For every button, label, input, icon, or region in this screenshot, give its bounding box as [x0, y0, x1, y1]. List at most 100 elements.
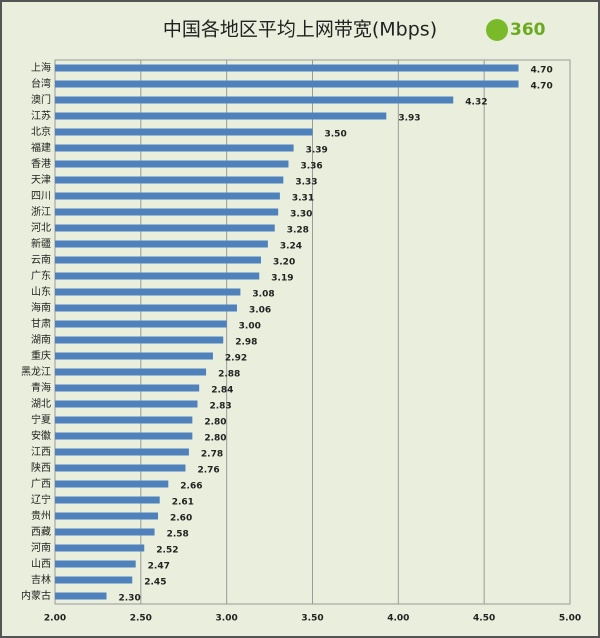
y-tick-label: 浙江	[31, 206, 51, 218]
y-tick-label: 辽宁	[31, 493, 51, 506]
y-tick-label: 四川	[31, 191, 51, 202]
bar	[55, 368, 207, 376]
y-tick-label: 云南	[31, 253, 51, 266]
y-tick-label: 黑龙江	[21, 365, 51, 378]
value-label: 2.47	[148, 562, 170, 572]
bar	[55, 208, 279, 216]
y-tick-label: 贵州	[31, 509, 51, 522]
value-label: 3.50	[325, 130, 347, 140]
value-label: 3.20	[273, 258, 295, 268]
value-label: 3.00	[239, 322, 261, 332]
value-label: 2.88	[218, 370, 240, 380]
bar	[55, 496, 160, 504]
x-tick-label: 5.00	[559, 614, 581, 624]
y-tick-label: 江西	[31, 446, 51, 458]
bar	[55, 128, 313, 136]
value-label: 2.92	[225, 354, 247, 364]
bar	[55, 112, 387, 120]
value-label: 2.58	[167, 530, 189, 540]
value-label: 3.24	[280, 242, 302, 252]
y-tick-label: 重庆	[31, 349, 51, 362]
x-tick-label: 4.00	[387, 614, 409, 624]
y-tick-label: 青海	[31, 381, 51, 394]
x-tick-label: 3.50	[301, 614, 323, 624]
bar	[55, 272, 260, 280]
bar	[55, 288, 241, 296]
bar	[55, 464, 186, 472]
y-tick-label: 山东	[31, 285, 51, 298]
y-tick-label: 河南	[31, 541, 51, 554]
y-tick-label: 福建	[31, 141, 51, 154]
y-tick-label: 西藏	[31, 526, 51, 538]
bar	[55, 560, 136, 568]
logo-icon	[486, 19, 508, 41]
value-label: 3.06	[249, 306, 271, 316]
chart-title: 中国各地区平均上网带宽(Mbps)	[163, 19, 437, 41]
value-label: 2.80	[204, 418, 226, 428]
bar	[55, 64, 519, 72]
value-label: 3.36	[300, 162, 322, 172]
value-label: 2.66	[180, 482, 202, 492]
bar	[55, 576, 133, 584]
value-label: 2.80	[204, 434, 226, 444]
value-label: 2.45	[144, 578, 166, 588]
value-label: 2.98	[235, 338, 257, 348]
bar	[55, 240, 268, 248]
y-tick-label: 陕西	[31, 461, 51, 474]
value-label: 4.70	[531, 66, 553, 76]
y-tick-label: 香港	[31, 158, 51, 170]
bar	[55, 448, 189, 456]
bar	[55, 160, 289, 168]
value-label: 3.39	[306, 146, 328, 156]
bar	[55, 336, 224, 344]
y-tick-label: 内蒙古	[21, 589, 51, 602]
bar	[55, 512, 158, 520]
y-tick-label: 上海	[31, 61, 51, 74]
bar	[55, 304, 237, 312]
value-label: 2.78	[201, 450, 223, 460]
value-label: 2.84	[211, 386, 233, 396]
value-label: 2.60	[170, 514, 192, 524]
y-tick-label: 澳门	[31, 93, 51, 106]
x-tick-label: 4.50	[473, 614, 495, 624]
y-tick-label: 天津	[31, 174, 51, 186]
value-label: 4.70	[531, 82, 553, 92]
y-tick-label: 吉林	[31, 573, 51, 586]
value-label: 3.30	[290, 210, 312, 220]
value-label: 3.08	[252, 290, 274, 300]
value-label: 2.83	[209, 402, 231, 412]
y-tick-label: 山西	[31, 558, 51, 570]
value-label: 3.31	[292, 194, 314, 204]
bar	[55, 176, 284, 184]
value-label: 4.32	[465, 98, 487, 108]
y-tick-label: 安徽	[31, 429, 51, 442]
y-tick-label: 海南	[31, 301, 51, 314]
x-tick-label: 2.50	[130, 614, 152, 624]
y-tick-label: 台湾	[31, 77, 51, 90]
bar	[55, 480, 169, 488]
y-tick-label: 广东	[31, 269, 51, 282]
value-label: 3.93	[398, 114, 420, 124]
value-label: 2.52	[156, 546, 178, 556]
bar	[55, 224, 275, 232]
value-label: 3.28	[287, 226, 309, 236]
value-label: 2.30	[119, 594, 141, 604]
bar	[55, 432, 193, 440]
value-label: 3.33	[295, 178, 317, 188]
bar	[55, 320, 227, 328]
y-tick-label: 广西	[31, 478, 51, 490]
y-tick-label: 湖南	[31, 333, 51, 346]
bar	[55, 592, 107, 600]
bar	[55, 144, 294, 152]
bar	[55, 192, 280, 200]
y-tick-label: 河北	[31, 222, 51, 234]
y-tick-label: 北京	[31, 125, 51, 138]
value-label: 2.61	[172, 498, 194, 508]
value-label: 3.19	[271, 274, 293, 284]
y-tick-label: 甘肃	[31, 317, 51, 330]
bar	[55, 544, 145, 552]
x-tick-label: 2.00	[44, 614, 66, 624]
